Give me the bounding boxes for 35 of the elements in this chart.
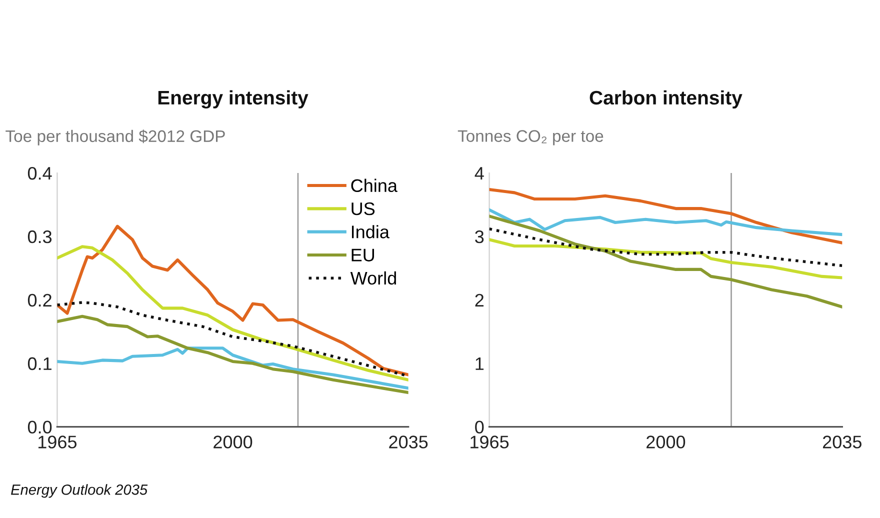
line-series [57, 224, 408, 376]
chart-title: Energy intensity [158, 90, 308, 109]
line-series [57, 245, 408, 382]
line-series [489, 238, 842, 280]
x-tick-label: 2000 [214, 436, 252, 448]
legend-label: India [352, 225, 390, 238]
y-tick-label: 3 [475, 230, 484, 244]
line-series [57, 346, 408, 390]
y-tick-label: 2 [475, 294, 484, 306]
legend-label: US [352, 202, 375, 216]
y-tick-label: 0.3 [28, 230, 52, 244]
x-tick-label: 2035 [389, 436, 428, 448]
x-tick-label: 2000 [646, 436, 686, 448]
y-tick-label: 1 [476, 358, 484, 370]
legend-label: EU [352, 248, 374, 262]
text: Energy Outlook 2035 [11, 484, 148, 498]
x-tick-label: 1965 [470, 436, 509, 448]
y-tick-label: 0.2 [28, 294, 52, 307]
line-series [489, 188, 842, 244]
line-series [489, 227, 842, 268]
y-tick-label: 4 [474, 167, 484, 180]
line-series [57, 314, 408, 394]
legend-label: World [350, 271, 396, 285]
x-tick-label: 2035 [822, 436, 862, 448]
line-series [489, 208, 842, 236]
line-series [489, 214, 842, 308]
legend-label: China [351, 178, 398, 192]
y-axis-title: Toe per thousand $2012 GDP [6, 130, 225, 146]
y-axis-title: Tonnes CO₂ per toe [458, 130, 604, 146]
chart-title: Carbon intensity [590, 90, 742, 108]
y-tick-label: 0 [475, 420, 484, 434]
y-tick-label: 0.0 [28, 420, 52, 434]
y-tick-label: 0.1 [28, 357, 52, 370]
x-tick-label: 1965 [38, 436, 77, 448]
y-tick-label: 0.4 [28, 166, 52, 180]
